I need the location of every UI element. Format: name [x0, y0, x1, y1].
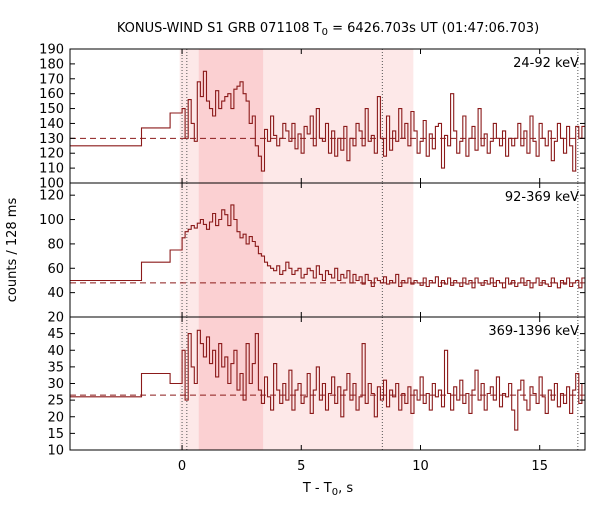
y-tick-label: 100 — [39, 213, 64, 228]
y-tick-label: 140 — [39, 117, 64, 132]
y-axis-title: counts / 128 ms — [5, 198, 20, 303]
y-tick-label: 120 — [39, 189, 64, 204]
energy-band-label: 24-92 keV — [513, 56, 579, 71]
y-tick-label: 25 — [47, 394, 64, 409]
chart-title: KONUS-WIND S1 GRB 071108 T0 = 6426.703s … — [117, 21, 539, 38]
x-axis-title-rest: , s — [338, 481, 353, 496]
y-tick-label: 40 — [47, 286, 64, 301]
y-tick-label: 130 — [39, 132, 64, 147]
count-rate-step-curve — [70, 329, 585, 431]
x-axis-title: T - T0, s — [302, 481, 353, 498]
y-tick-label: 35 — [47, 360, 64, 375]
y-tick-label: 120 — [39, 147, 64, 162]
y-tick-label: 170 — [39, 72, 64, 87]
y-tick-label: 15 — [47, 427, 64, 442]
count-rate-step-curve — [70, 70, 585, 172]
chart-title-main: KONUS-WIND S1 GRB 071108 T — [117, 21, 322, 36]
x-axis-title-main: T - T — [302, 481, 332, 496]
y-tick-label: 110 — [39, 162, 64, 177]
shaded-interval-dark — [198, 183, 264, 317]
y-tick-label: 60 — [47, 262, 64, 277]
x-tick-label: 10 — [412, 459, 429, 474]
y-tick-label: 80 — [47, 237, 64, 252]
chart-title-subscript: 0 — [322, 27, 328, 38]
y-tick-label: 160 — [39, 87, 64, 102]
y-tick-label: 180 — [39, 57, 64, 72]
y-tick-label: 40 — [47, 344, 64, 359]
x-tick-label: 5 — [297, 459, 305, 474]
y-tick-label: 190 — [39, 43, 64, 58]
y-tick-label: 20 — [47, 410, 64, 425]
chart-title-rest: = 6426.703s UT (01:47:06.703) — [328, 21, 539, 36]
x-tick-label: 0 — [178, 459, 186, 474]
x-tick-label: 15 — [531, 459, 548, 474]
y-tick-label: 100 — [39, 177, 64, 192]
energy-band-label: 369-1396 keV — [488, 324, 579, 339]
count-rate-step-curve — [70, 204, 585, 289]
panel-2: 20 40 60 80 100 120 92-369 keV — [39, 182, 586, 326]
y-tick-label: 10 — [47, 444, 64, 459]
y-tick-label: 30 — [47, 377, 64, 392]
y-tick-label: 45 — [47, 327, 64, 342]
y-tick-label: 150 — [39, 102, 64, 117]
energy-band-label: 92-369 keV — [505, 190, 579, 205]
x-axis-title-subscript: 0 — [332, 487, 338, 498]
y-tick-label: 20 — [47, 311, 64, 326]
